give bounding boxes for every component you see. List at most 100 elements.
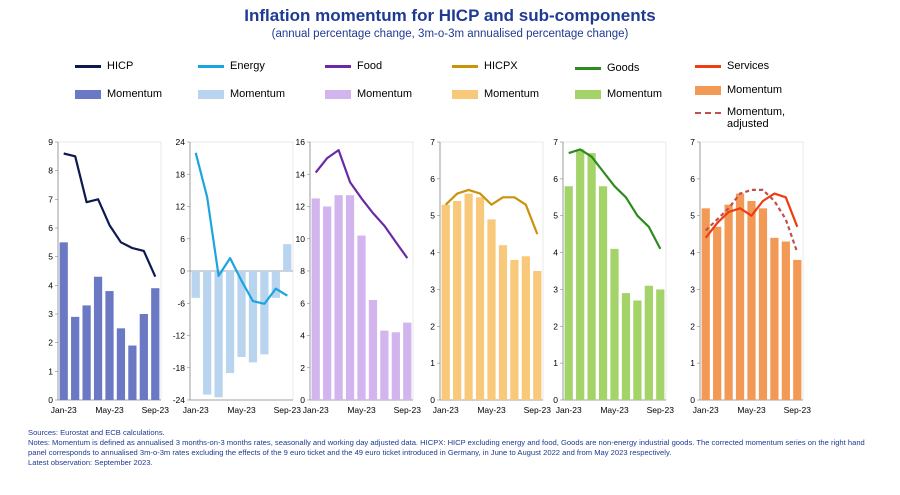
y-tick-label: 1 xyxy=(690,358,695,368)
bar-hicp-momentum xyxy=(82,305,91,400)
legend-item-goods-momentum: Momentum xyxy=(575,88,662,100)
legend-label-goods: Goods xyxy=(607,62,640,74)
y-tick-label: -18 xyxy=(173,363,186,373)
legend-item-food-momentum: Momentum xyxy=(325,88,412,100)
bar-hicp-momentum xyxy=(139,314,148,400)
x-tick-label: May-23 xyxy=(95,405,124,415)
bar-hicpx-momentum xyxy=(453,200,462,400)
x-tick-label: Sep-23 xyxy=(524,405,552,415)
bar-energy-momentum xyxy=(225,271,235,374)
bar-goods-momentum xyxy=(564,186,573,400)
bar-food-momentum xyxy=(403,322,412,400)
y-tick-label: 6 xyxy=(430,174,435,184)
x-tick-label: Jan-23 xyxy=(693,405,719,415)
x-tick-label: May-23 xyxy=(600,405,629,415)
y-tick-label: 8 xyxy=(48,166,53,176)
bar-energy-momentum xyxy=(214,271,223,398)
y-tick-label: 8 xyxy=(300,266,305,276)
legend-item-goods: Goods xyxy=(575,62,639,74)
y-tick-label: 2 xyxy=(690,321,695,331)
legend-swatch-goods xyxy=(575,66,601,70)
x-tick-label: May-23 xyxy=(737,405,766,415)
y-tick-label: 14 xyxy=(296,169,306,179)
legend-swatch-energy xyxy=(198,64,224,68)
y-tick-label: 6 xyxy=(690,174,695,184)
bar-goods-momentum xyxy=(587,153,596,400)
bar-food-momentum xyxy=(345,195,355,400)
x-tick-label: Sep-23 xyxy=(142,405,170,415)
bar-hicp-momentum xyxy=(93,276,103,400)
legend-item-hicp-momentum: Momentum xyxy=(75,88,162,100)
bar-food-momentum xyxy=(323,206,332,400)
legend-item-energy: Energy xyxy=(198,60,265,72)
legend-swatch-services-momentum-adjusted xyxy=(695,112,721,114)
legend-item-hicp: HICP xyxy=(75,60,133,72)
y-tick-label: 12 xyxy=(296,202,306,212)
legend-item-food: Food xyxy=(325,60,382,72)
y-tick-label: 0 xyxy=(300,395,305,405)
y-tick-label: 6 xyxy=(180,234,185,244)
bar-hicp-momentum xyxy=(59,242,68,400)
legend-item-hicpx-momentum: Momentum xyxy=(452,88,539,100)
y-tick-label: 5 xyxy=(690,211,695,221)
line-services xyxy=(704,192,799,239)
line-energy xyxy=(194,152,288,305)
bar-hicp-momentum xyxy=(151,288,160,400)
notes: Sources: Eurostat and ECB calculations. … xyxy=(28,428,868,468)
y-tick-label: 0 xyxy=(48,395,53,405)
y-tick-label: 18 xyxy=(176,169,186,179)
y-tick-label: 5 xyxy=(553,211,558,221)
legend-label-energy-momentum: Momentum xyxy=(230,88,286,100)
bar-goods-momentum xyxy=(621,293,631,400)
legend-swatch-energy-momentum xyxy=(198,89,224,99)
legend-label-food-momentum: Momentum xyxy=(357,88,413,100)
y-tick-label: 4 xyxy=(48,280,53,290)
bar-goods-momentum xyxy=(576,149,585,400)
panel-goods: 0 1 2 3 4 5 6 7 Jan-23 May-23 Sep-23 xyxy=(553,137,674,415)
bar-energy-momentum xyxy=(248,271,258,363)
charts-area: 0 1 2 3 4 5 6 7 8 9 Jan-23 May-23 Sep-23 -24 -18 -12 -6 0… xyxy=(0,130,900,425)
legend-swatch-goods-momentum xyxy=(575,89,601,99)
y-tick-label: 2 xyxy=(48,338,53,348)
legend-label-hicpx: HICPX xyxy=(484,60,518,72)
bar-services-momentum xyxy=(793,259,802,400)
legend-label-hicpx-momentum: Momentum xyxy=(484,88,540,100)
y-tick-label: 16 xyxy=(296,137,306,147)
y-tick-label: 7 xyxy=(690,137,695,147)
line-goods xyxy=(568,148,662,250)
line-hicp xyxy=(63,152,157,278)
legend-item-services-momentum: Momentum xyxy=(695,84,782,96)
bar-hicpx-momentum xyxy=(441,204,450,400)
y-tick-label: 7 xyxy=(430,137,435,147)
bar-hicp-momentum xyxy=(105,291,114,400)
bar-goods-momentum xyxy=(598,186,608,400)
legend-item-services: Services xyxy=(695,60,769,72)
bar-hicpx-momentum xyxy=(464,193,473,400)
x-tick-label: Sep-23 xyxy=(784,405,812,415)
legend-label-services: Services xyxy=(727,60,770,72)
bar-hicpx-momentum xyxy=(498,245,508,400)
bar-hicp-momentum xyxy=(116,328,126,400)
y-tick-label: 1 xyxy=(48,366,53,376)
legend: HICP Momentum Energy Momentum Food Momen… xyxy=(0,56,900,136)
legend-item-energy-momentum: Momentum xyxy=(198,88,285,100)
panel-food: 0 2 4 6 8 10 12 14 16 Jan-23 May-23 Sep-23 xyxy=(296,137,422,415)
x-tick-label: May-23 xyxy=(477,405,506,415)
y-tick-label: 0 xyxy=(553,395,558,405)
bar-services-momentum xyxy=(701,208,710,400)
bar-food-momentum xyxy=(380,330,389,400)
y-tick-label: -12 xyxy=(173,331,186,341)
legend-swatch-food-momentum xyxy=(325,89,351,99)
chart-title: Inflation momentum for HICP and sub-comp… xyxy=(244,6,656,25)
note-sources: Sources: Eurostat and ECB calculations. xyxy=(28,428,165,437)
y-tick-label: 5 xyxy=(430,211,435,221)
bar-services-momentum xyxy=(781,241,790,400)
bar-services-momentum xyxy=(758,208,768,400)
legend-label-food: Food xyxy=(357,60,383,72)
bar-goods-momentum xyxy=(656,289,665,400)
y-tick-label: 10 xyxy=(296,234,306,244)
note-definitions: Notes: Momentum is defined as annualised… xyxy=(28,438,865,457)
y-tick-label: 3 xyxy=(690,284,695,294)
